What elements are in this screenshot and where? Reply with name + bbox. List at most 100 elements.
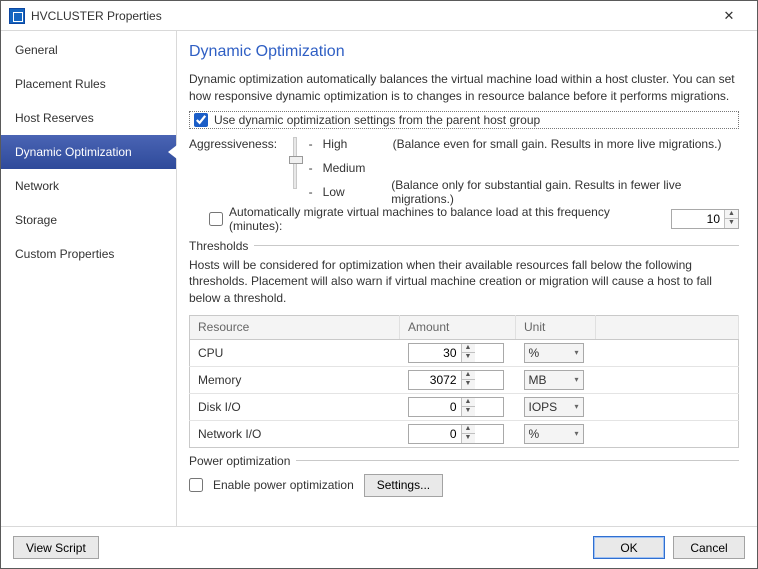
spinner-down-icon[interactable]: ▼: [462, 353, 475, 362]
auto-migrate-row: Automatically migrate virtual machines t…: [189, 205, 739, 233]
amount-cell: ▲▼: [400, 366, 516, 393]
unit-select[interactable]: %▾: [524, 343, 584, 363]
unit-cell: MB ▾: [516, 366, 596, 393]
table-row: CPU▲▼%▾: [190, 339, 739, 366]
unit-value: %: [529, 346, 540, 360]
unit-value: IOPS: [529, 400, 558, 414]
aggressiveness-block: Aggressiveness: - High (Balance even for…: [189, 135, 739, 201]
close-icon[interactable]: ✕: [709, 8, 749, 24]
spinner-down-icon[interactable]: ▼: [462, 407, 475, 416]
sidebar-item-custom-properties[interactable]: Custom Properties: [1, 237, 176, 271]
use-parent-settings-label: Use dynamic optimization settings from t…: [214, 113, 540, 127]
frequency-spinner: ▲ ▼: [671, 209, 739, 229]
thresholds-legend-text: Thresholds: [189, 239, 248, 253]
spacer-cell: [596, 339, 739, 366]
power-settings-button[interactable]: Settings...: [364, 474, 443, 497]
spacer-cell: [596, 420, 739, 447]
frequency-input[interactable]: [672, 210, 724, 228]
spinner-down-icon[interactable]: ▼: [462, 434, 475, 443]
app-icon: [9, 8, 25, 24]
resource-cell: Disk I/O: [190, 393, 400, 420]
thresholds-table: Resource Amount Unit CPU▲▼%▾Memory▲▼MB▾D…: [189, 315, 739, 448]
sidebar-item-network[interactable]: Network: [1, 169, 176, 203]
chevron-down-icon: ▾: [574, 348, 578, 357]
aggressiveness-label: Aggressiveness:: [189, 135, 281, 151]
amount-input[interactable]: [409, 371, 461, 389]
chevron-down-icon: ▾: [574, 402, 578, 411]
sidebar-item-general[interactable]: General: [1, 33, 176, 67]
unit-value: MB: [529, 373, 547, 387]
ok-button[interactable]: OK: [593, 536, 665, 559]
sidebar-item-dynamic-optimization[interactable]: Dynamic Optimization: [1, 135, 176, 169]
sidebar-item-host-reserves[interactable]: Host Reserves: [1, 101, 176, 135]
unit-value: %: [529, 427, 540, 441]
unit-select[interactable]: %▾: [524, 424, 584, 444]
amount-spinner: ▲▼: [408, 397, 504, 417]
spinner-down-icon[interactable]: ▼: [462, 380, 475, 389]
resource-cell: Network I/O: [190, 420, 400, 447]
unit-select[interactable]: MB ▾: [524, 370, 584, 390]
level-high-label: High: [323, 137, 383, 151]
col-amount: Amount: [400, 315, 516, 339]
use-parent-settings-row[interactable]: Use dynamic optimization settings from t…: [189, 111, 739, 129]
amount-input[interactable]: [409, 425, 461, 443]
power-legend: Power optimization: [189, 454, 739, 468]
content-pane: Dynamic Optimization Dynamic optimizatio…: [177, 31, 757, 526]
table-header-row: Resource Amount Unit: [190, 315, 739, 339]
cancel-button[interactable]: Cancel: [673, 536, 745, 559]
unit-cell: IOPS ▾: [516, 393, 596, 420]
col-unit: Unit: [516, 315, 596, 339]
aggressiveness-slider[interactable]: [289, 135, 301, 189]
dialog-body: General Placement Rules Host Reserves Dy…: [1, 31, 757, 526]
spinner-down-icon[interactable]: ▼: [725, 219, 738, 228]
thresholds-legend: Thresholds: [189, 239, 739, 253]
spinner-up-icon[interactable]: ▲: [462, 371, 475, 381]
sidebar-item-placement-rules[interactable]: Placement Rules: [1, 67, 176, 101]
amount-spinner: ▲▼: [408, 424, 504, 444]
spacer-cell: [596, 366, 739, 393]
unit-select[interactable]: IOPS ▾: [524, 397, 584, 417]
amount-input[interactable]: [409, 344, 461, 362]
resource-cell: Memory: [190, 366, 400, 393]
unit-cell: %▾: [516, 339, 596, 366]
slider-track[interactable]: [293, 137, 297, 189]
sidebar-item-label: Dynamic Optimization: [15, 145, 132, 159]
auto-migrate-checkbox[interactable]: [209, 212, 223, 226]
amount-cell: ▲▼: [400, 339, 516, 366]
spinner-up-icon[interactable]: ▲: [462, 398, 475, 408]
page-description: Dynamic optimization automatically balan…: [189, 71, 739, 105]
sidebar-item-label: Custom Properties: [15, 247, 114, 261]
divider: [296, 460, 739, 461]
properties-dialog: HVCLUSTER Properties ✕ General Placement…: [0, 0, 758, 569]
spinner-up-icon[interactable]: ▲: [462, 344, 475, 354]
tick-dash: -: [309, 185, 313, 199]
page-title: Dynamic Optimization: [189, 43, 739, 61]
window-title: HVCLUSTER Properties: [31, 9, 709, 23]
chevron-down-icon: ▾: [574, 375, 578, 384]
col-resource: Resource: [190, 315, 400, 339]
spinner-up-icon[interactable]: ▲: [725, 210, 738, 220]
sidebar-item-label: Network: [15, 179, 59, 193]
use-parent-settings-checkbox[interactable]: [194, 113, 208, 127]
sidebar-item-storage[interactable]: Storage: [1, 203, 176, 237]
table-row: Memory ▲▼ MB ▾: [190, 366, 739, 393]
level-high-hint: (Balance even for small gain. Results in…: [393, 137, 722, 151]
thresholds-description: Hosts will be considered for optimizatio…: [189, 257, 739, 307]
enable-power-label: Enable power optimization: [213, 478, 354, 492]
dialog-footer: View Script OK Cancel: [1, 526, 757, 568]
level-low-hint: (Balance only for substantial gain. Resu…: [391, 178, 739, 206]
resource-cell: CPU: [190, 339, 400, 366]
amount-spinner: ▲▼: [408, 370, 504, 390]
titlebar: HVCLUSTER Properties ✕: [1, 1, 757, 31]
amount-input[interactable]: [409, 398, 461, 416]
spinner-up-icon[interactable]: ▲: [462, 425, 475, 435]
chevron-down-icon: ▾: [574, 429, 578, 438]
view-script-button[interactable]: View Script: [13, 536, 99, 559]
spacer-cell: [596, 393, 739, 420]
amount-cell: ▲▼: [400, 393, 516, 420]
table-row: Network I/O▲▼%▾: [190, 420, 739, 447]
slider-thumb[interactable]: [289, 156, 303, 164]
sidebar-item-label: Host Reserves: [15, 111, 94, 125]
enable-power-checkbox[interactable]: [189, 478, 203, 492]
tick-dash: -: [309, 137, 313, 151]
